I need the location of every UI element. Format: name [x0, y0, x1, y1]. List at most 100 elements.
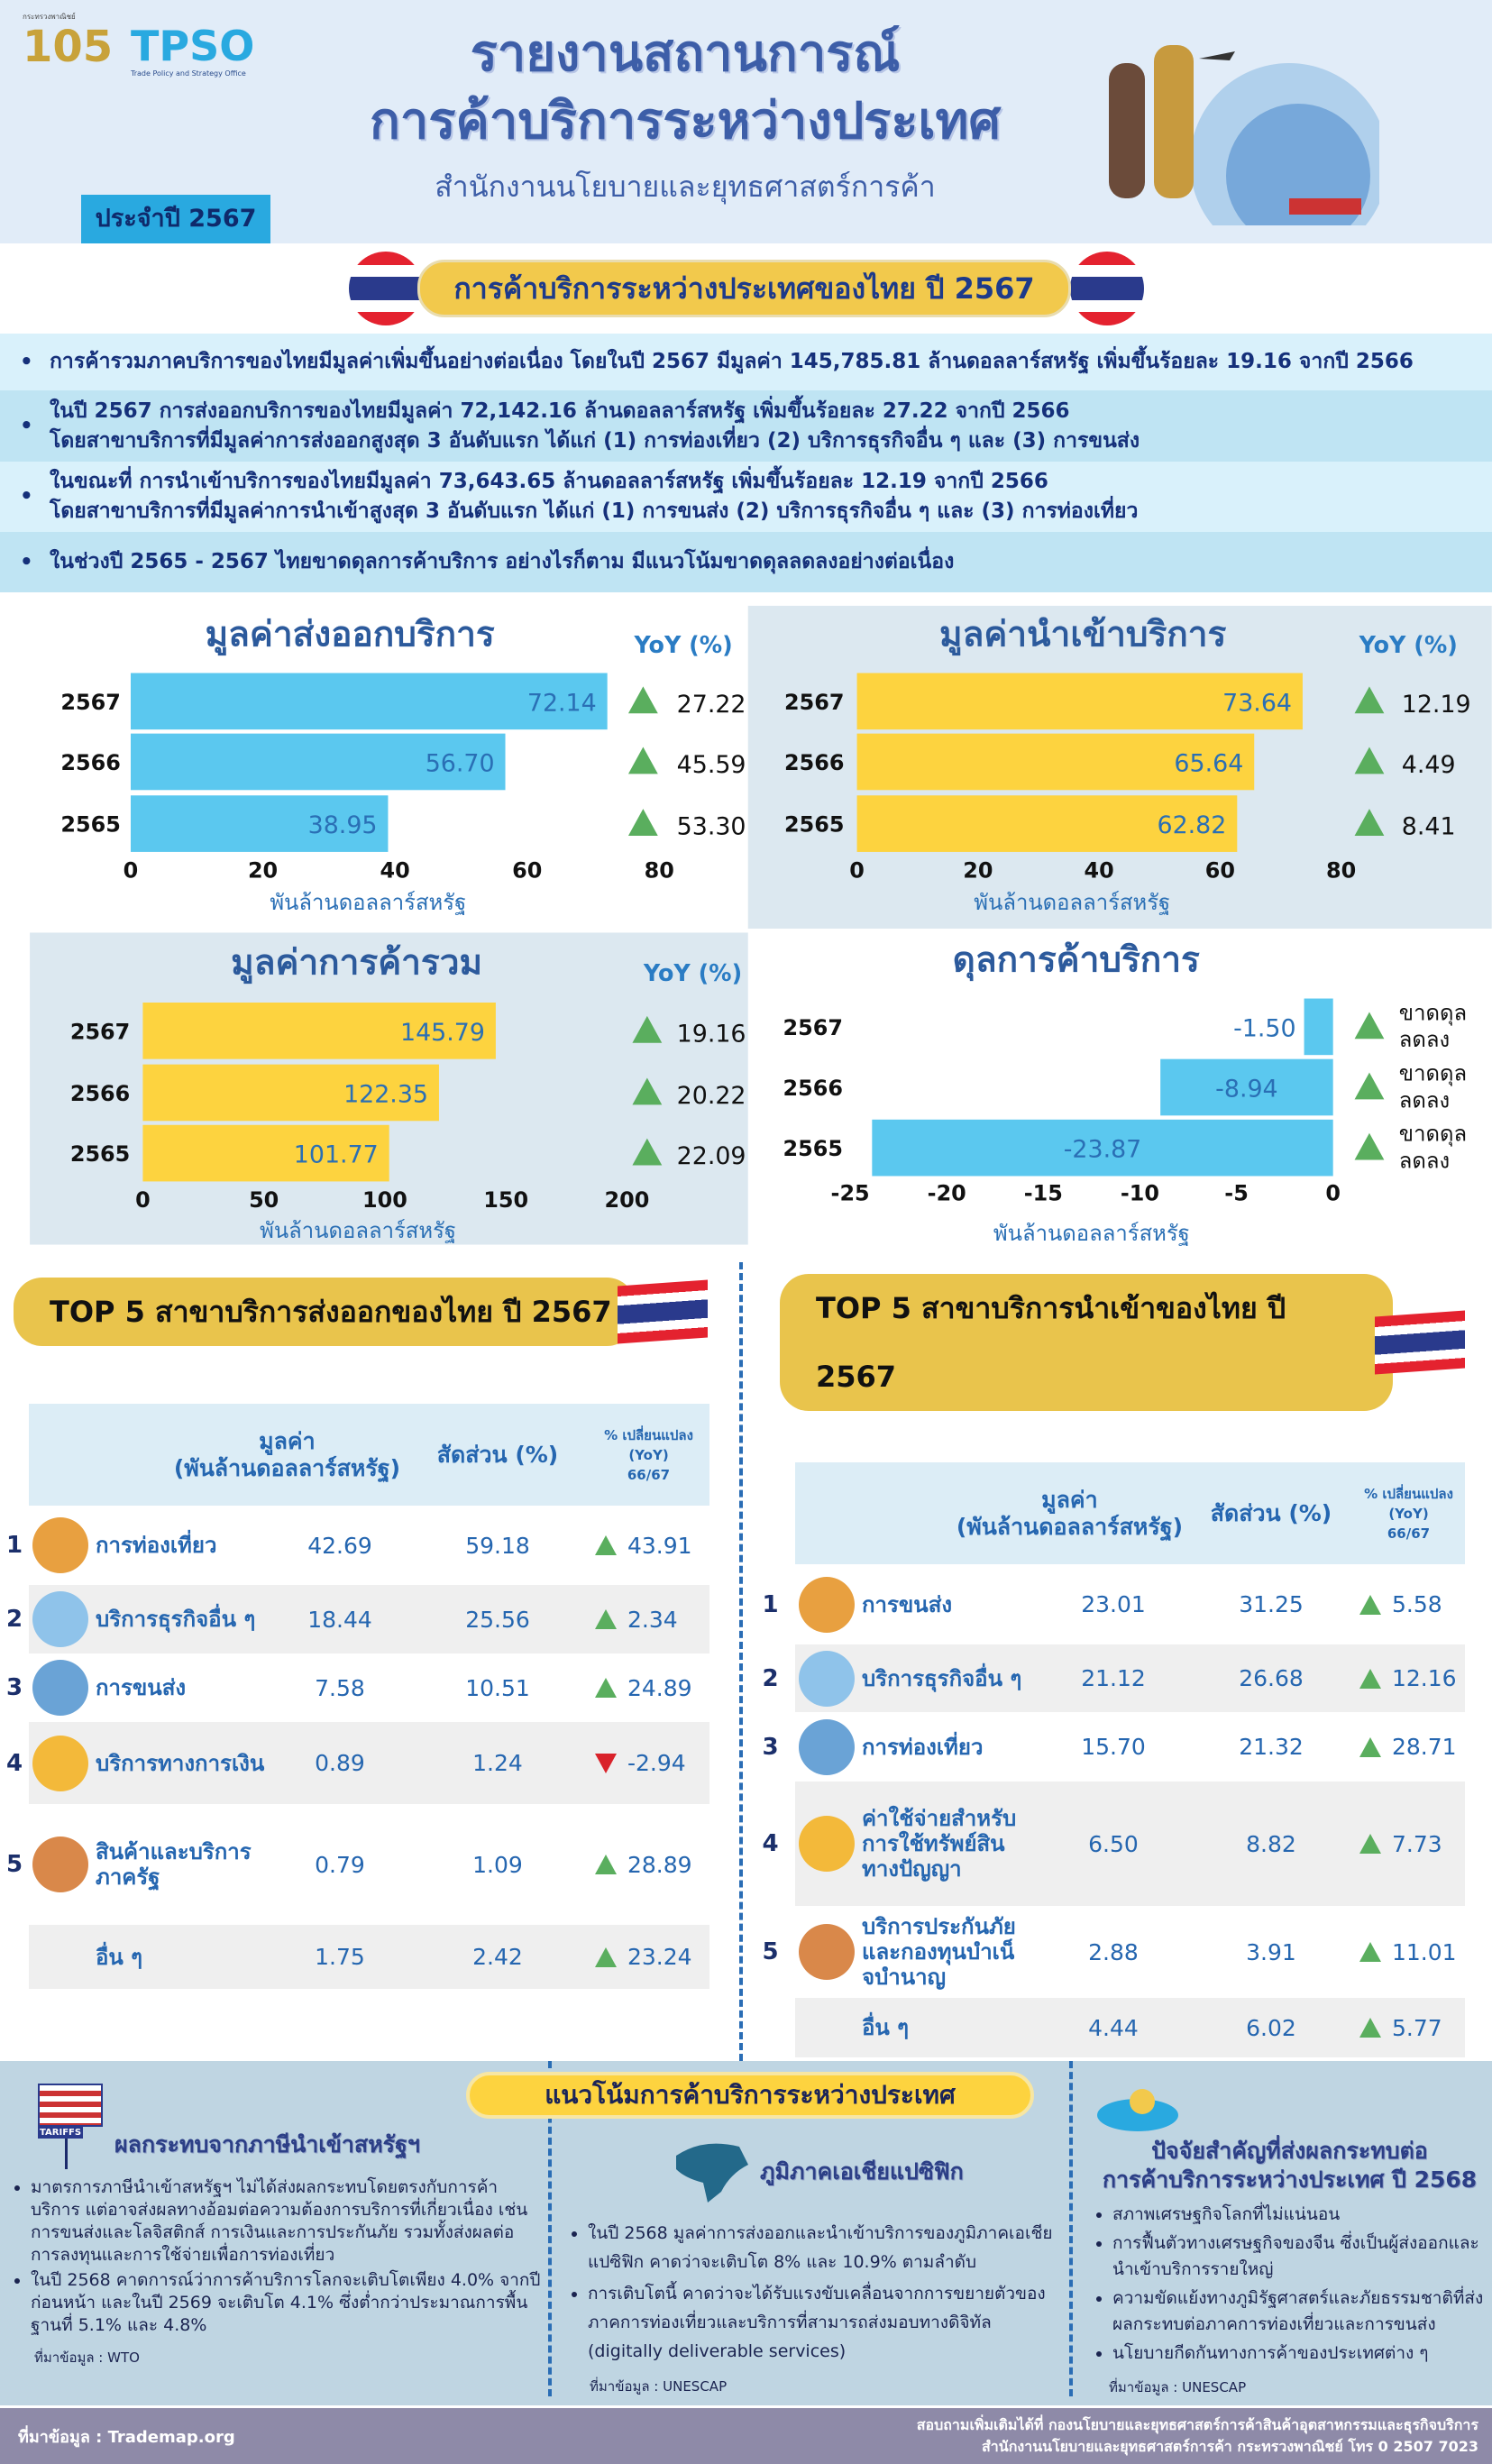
triangle-up-icon	[632, 1077, 663, 1105]
tariff-heading: ผลกระทบจากภาษีนำเข้าสหรัฐฯ	[114, 2130, 420, 2157]
icon-cell	[795, 1906, 858, 1998]
trend-cell	[1352, 1712, 1388, 1782]
charts-area: มูลค่าส่งออกบริการ YoY (%) 2567 72.14 27.22 2…	[30, 599, 1492, 1246]
yoy-cell: 28.89	[627, 1851, 692, 1878]
col-yoy-header: % เปลี่ยนแปลง	[1364, 1485, 1453, 1502]
source-note: ที่มาข้อมูล : UNESCAP	[590, 2378, 728, 2395]
x-tick-label: 80	[645, 857, 674, 883]
summary-bullet: ในขณะที่ การนำเข้าบริการของไทยมีมูลค่า 7…	[0, 462, 1492, 532]
factors-column: ปัจจัยสำคัญที่ส่งผลกระทบต่อ การค้าบริการร…	[1073, 2061, 1492, 2396]
summary-bullet: การค้ารวมภาคบริการของไทยมีมูลค่าเพิ่มขึ้…	[0, 334, 1492, 390]
table-header-spacer	[0, 1404, 29, 1506]
x-tick-label: 60	[512, 857, 542, 883]
yoy-value: 12.19	[1402, 691, 1471, 719]
rank: 4	[5, 1749, 23, 1777]
footer-contact: สอบถามเพิ่มเติมได้ที่ กองนโยบายและยุทธศา…	[917, 2414, 1478, 2458]
x-tick-label: -10	[1121, 1180, 1159, 1205]
export-top5-banner-wrap: TOP 5 สาขาบริการส่งออกของไทย ปี 2567	[0, 1262, 739, 1346]
value-label: 72.14	[527, 689, 597, 717]
col-yoy-sub: (YoY)	[628, 1446, 669, 1463]
yoy-cell: 5.77	[1388, 1998, 1465, 2057]
value-label: 38.95	[308, 811, 378, 839]
business-icon	[799, 1650, 855, 1707]
x-tick-label: 0	[135, 1187, 151, 1213]
tariff-list: มาตรการภาษีนำเข้าสหรัฐฯ ไม่ได้ส่งผลกระทบ…	[11, 2176, 541, 2340]
category-label: 2566	[783, 1076, 843, 1101]
trend-cell	[1352, 1564, 1388, 1644]
value-label: -8.94	[1215, 1075, 1277, 1103]
factors-heading: ปัจจัยสำคัญที่ส่งผลกระทบต่อ การค้าบริการร…	[1093, 2137, 1487, 2194]
service-name: บริการทางการเงิน	[92, 1722, 272, 1804]
yoy-cell: 11.01	[1392, 1938, 1457, 1965]
ministry-logo-text: กระทรวงพาณิชย์	[23, 13, 76, 21]
title-line-2: การค้าบริการระหว่างประเทศ	[370, 92, 1001, 151]
col-value-unit: (พันล้านดอลลาร์สหรัฐ)	[173, 1454, 400, 1481]
tpso-logo: TPSO Trade Policy and Strategy Office	[131, 23, 266, 78]
triangle-up-icon	[632, 1015, 663, 1043]
rank: 3	[762, 1733, 779, 1761]
category-label: 2565	[783, 1136, 843, 1161]
list-item: นโยบายกีดกันทางการค้าของประเทศต่าง ๆ	[1112, 2340, 1487, 2367]
category-label: 2566	[784, 750, 844, 775]
col-yoy-header-cell: % เปลี่ยนแปลง (YoY) 66/67	[1352, 1462, 1465, 1564]
rank: 4	[762, 1830, 779, 1857]
bullet-line: โดยสาขาบริการที่มีมูลค่าการส่งออกสูงสุด …	[50, 428, 1140, 453]
share-cell: 3.91	[1246, 1938, 1296, 1965]
triangle-up-icon	[1354, 747, 1385, 774]
thai-flag-icon	[618, 1279, 708, 1344]
yoy-cell: 2.34	[624, 1585, 709, 1653]
asia-heading: ภูมิภาคเอเชียแปซิฟิก	[760, 2157, 964, 2185]
triangle-up-icon	[595, 1609, 617, 1629]
footer-source: ที่มาข้อมูล : Trademap.org	[18, 2427, 235, 2447]
value-label: 73.64	[1222, 689, 1292, 717]
trend-cell	[588, 1804, 624, 1925]
rank: 2	[762, 1664, 779, 1692]
yoy-value: 27.22	[677, 691, 746, 719]
icon-cell	[795, 1644, 858, 1712]
service-name: ค่าใช้จ่ายสำหรับการใช้ทรัพย์สินทางปัญญา	[858, 1782, 1037, 1906]
yoy-cell: 7.73	[1388, 1782, 1465, 1906]
service-name: การท่องเที่ยว	[862, 1734, 984, 1760]
ministry-105-logo: กระทรวงพาณิชย์ 105	[23, 13, 122, 72]
triangle-up-icon	[595, 1855, 617, 1874]
bar	[856, 733, 1255, 791]
category-label: 2567	[784, 690, 844, 715]
value-label: -1.50	[1233, 1014, 1295, 1042]
value-cell: 23.01	[1081, 1591, 1146, 1617]
source-note: ที่มาข้อมูล : WTO	[34, 2350, 140, 2366]
value-label: 65.64	[1174, 749, 1243, 777]
triangle-up-icon	[595, 1946, 617, 1967]
import-top5-banner-wrap: TOP 5 สาขาบริการนำเข้าของไทย ปี 2567	[746, 1262, 1492, 1411]
balance-note: ลดลง	[1399, 1027, 1450, 1052]
rank: 1	[5, 1532, 23, 1559]
bar	[1160, 1058, 1333, 1116]
yoy-value: 19.16	[677, 1020, 746, 1048]
triangle-up-icon	[627, 686, 658, 714]
banner-section: การค้าบริการระหว่างประเทศของไทย ปี 2567	[0, 243, 1492, 334]
category-label: 2567	[783, 1015, 843, 1040]
x-tick-label: 150	[483, 1187, 528, 1213]
finance-icon	[32, 1735, 88, 1791]
source-note: ที่มาข้อมูล : UNESCAP	[1109, 2379, 1247, 2395]
value-cell: 0.89	[272, 1722, 407, 1804]
yoy-value: 20.22	[677, 1082, 746, 1110]
triangle-up-icon	[1354, 809, 1385, 837]
asia-heading-row: ภูมิภาคเอเชียแปซิฟิก	[568, 2138, 1062, 2205]
trend-cell	[1352, 1998, 1388, 2057]
triangle-up-icon	[1359, 1668, 1381, 1689]
yoy-value: 53.30	[677, 813, 746, 841]
yoy-cell: 23.24	[624, 1925, 709, 1989]
x-tick-label: 0	[1325, 1180, 1341, 1205]
trends-section: แนวโน้มการค้าบริการระหว่างประเทศ TARIFFS…	[0, 2061, 1492, 2405]
share-cell: 26.68	[1190, 1644, 1352, 1712]
service-name: อื่น ๆ	[858, 1998, 1037, 2057]
value-label: 122.35	[343, 1080, 428, 1108]
bullet-line: ในขณะที่ การนำเข้าบริการของไทยมีมูลค่า 7…	[50, 470, 1048, 493]
yoy-header: YoY (%)	[634, 631, 733, 658]
triangle-up-icon	[1354, 1132, 1385, 1160]
triangle-up-icon	[595, 1678, 617, 1698]
col-yoy-header: % เปลี่ยนแปลง	[604, 1426, 693, 1443]
balance-note: ขาดดุล	[1399, 1122, 1467, 1147]
yoy-cell: 12.16	[1388, 1644, 1465, 1712]
chart-title: มูลค่านำเข้าบริการ	[939, 615, 1226, 656]
